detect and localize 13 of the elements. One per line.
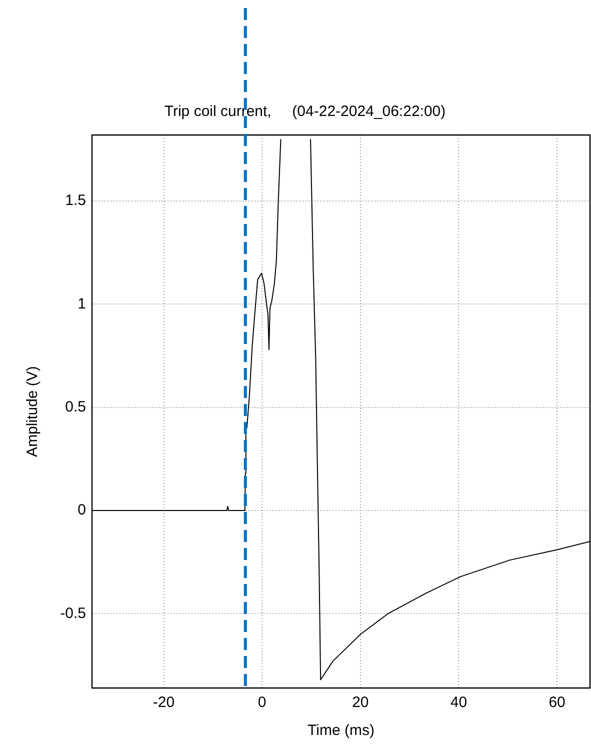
y-tick-label: -0.5: [60, 604, 86, 622]
y-tick-label: 1: [78, 295, 86, 312]
chart-title: Trip coil current, (04-22-2024_06:22:00): [164, 103, 446, 120]
x-axis-title: Time (ms): [308, 722, 374, 740]
y-axis-title: Amplitude (V): [24, 366, 42, 457]
x-tick-label: 20: [352, 694, 369, 712]
y-tick-label: 0.5: [65, 398, 86, 416]
y-tick-label: 1.5: [65, 192, 86, 210]
y-tick-label: 0: [78, 502, 86, 519]
x-tick-label: 60: [548, 694, 566, 712]
x-tick-label: 0: [258, 694, 266, 712]
x-tick-label: -20: [152, 694, 175, 712]
x-tick-label: 40: [450, 694, 468, 712]
